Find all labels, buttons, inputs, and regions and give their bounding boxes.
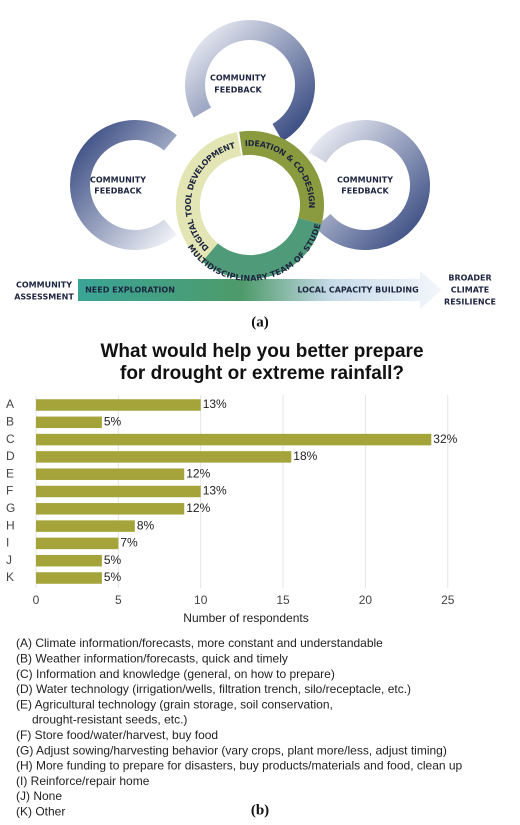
diagram-label: RESILIENCE [444,298,496,307]
diagram-label: FEEDBACK [94,187,142,196]
y-tick-label: I [6,536,9,550]
ring-segment [239,130,324,225]
diagram-label: COMMUNITY [16,281,72,290]
x-tick-label: 15 [276,593,290,607]
process-arrow [78,271,442,309]
x-tick-label: 20 [359,593,373,607]
y-tick-label: H [6,518,15,532]
bar-label: 12% [186,466,210,480]
feedback-ring [308,120,430,251]
caption: (b) [251,802,269,818]
y-tick-label: B [6,414,14,428]
bar [36,554,102,567]
bar [36,537,119,550]
diagram-label: FEEDBACK [341,187,389,196]
bar [36,520,135,532]
y-tick-label: C [6,432,15,446]
bar-label: 5% [104,414,122,428]
feedback-ring [185,20,315,142]
bar [36,451,292,463]
caption: (a) [251,314,269,330]
y-tick-label: E [6,466,14,480]
note: (G) Adjust sowing/harvesting behavior (v… [16,743,447,757]
bar [36,399,201,411]
note: (E) Agricultural technology (grain stora… [16,697,333,711]
note: (B) Weather information/forecasts, quick… [16,651,288,665]
note: (J) None [16,789,62,803]
bar-label: 32% [433,432,457,446]
note: (C) Information and knowledge (general, … [16,667,335,681]
y-tick-label: K [6,570,14,584]
note: (A) Climate information/forecasts, more … [16,636,383,650]
y-tick-label: D [6,449,15,463]
bar [36,572,102,584]
bar-label: 13% [203,397,227,411]
bar [36,503,185,515]
diagram-label: COMMUNITY [90,176,146,185]
bar [36,485,201,498]
y-tick-label: G [6,501,15,515]
x-axis-label: Number of respondents [183,611,308,625]
note: drought-resistant seeds, etc.) [32,713,187,727]
note: (F) Store food/water/harvest, buy food [16,728,218,742]
note: (D) Water technology (irrigation/wells, … [16,682,411,696]
bar-label: 18% [293,449,317,463]
chart-title: for drought or extreme rainfall? [120,363,404,384]
y-tick-label: F [6,484,13,498]
x-tick-label: 0 [33,593,40,607]
bar-label: 13% [203,484,227,498]
bar-label: 8% [137,518,155,532]
y-tick-label: A [6,397,14,411]
ring-segment [175,132,242,262]
bar-label: 5% [104,570,122,584]
diagram-label: ASSESSMENT [14,293,74,302]
bar-label: 7% [120,536,138,550]
x-tick-label: 5 [115,593,122,607]
diagram-label: COMMUNITY [337,176,393,185]
x-tick-label: 10 [194,593,208,607]
bar [36,468,185,480]
diagram-label: CLIMATE [451,286,489,295]
ring-segment [202,217,322,279]
bar-label: 5% [104,553,122,567]
bar [36,416,102,429]
feedback-ring [70,120,177,250]
x-tick-label: 25 [441,593,455,607]
note: (H) More funding to prepare for disaster… [16,759,463,773]
diagram-label: NEED EXPLORATION [85,286,175,295]
bar-label: 12% [186,501,210,515]
diagram-label: FEEDBACK [214,86,262,95]
diagram-label: COMMUNITY [210,74,266,83]
note: (I) Reinforce/repair home [16,774,150,788]
y-tick-label: J [6,553,12,567]
diagram-label: BROADER [448,274,491,283]
diagram-label: LOCAL CAPACITY BUILDING [297,286,418,295]
note: (K) Other [16,804,65,818]
chart-title: What would help you better prepare [100,341,423,362]
bar [36,433,432,446]
